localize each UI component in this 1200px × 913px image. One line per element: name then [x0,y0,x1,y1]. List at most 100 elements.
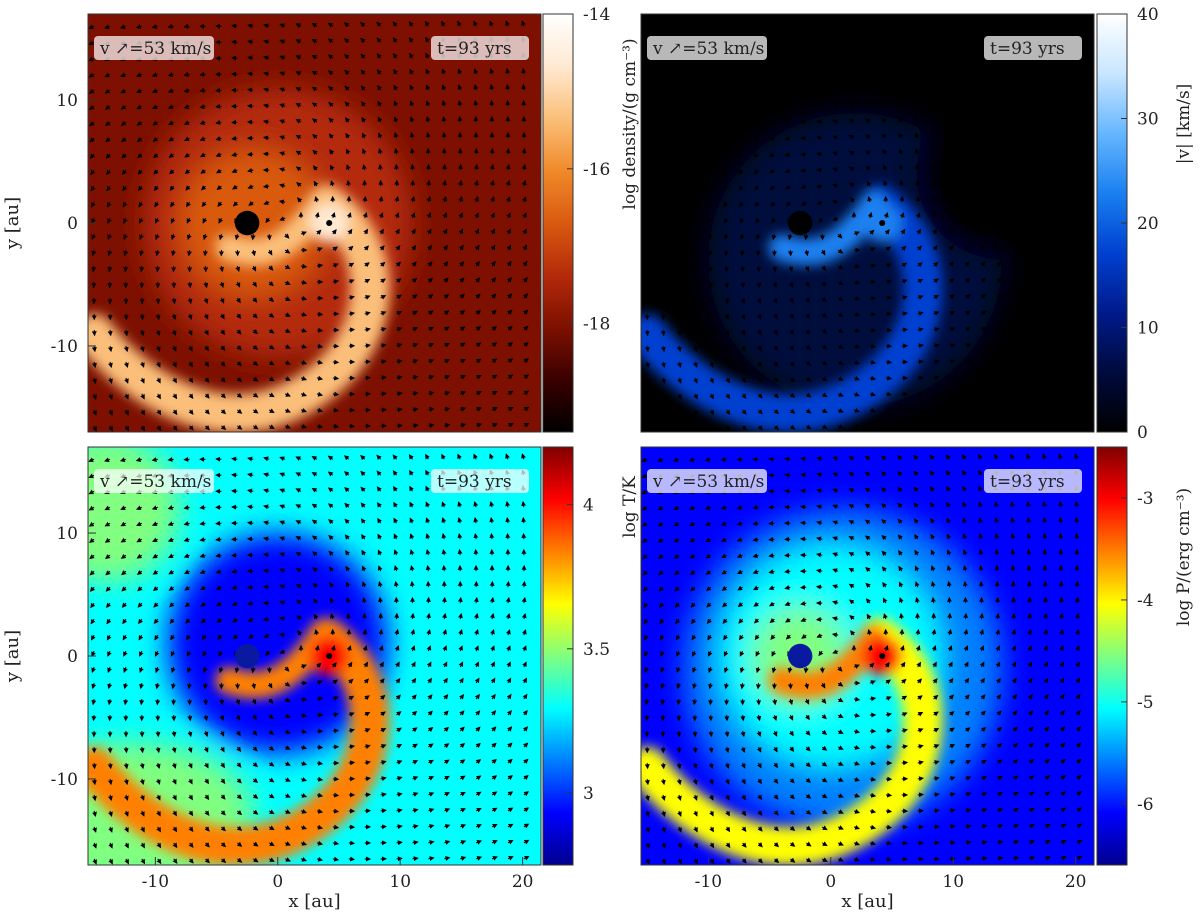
velocity-arrow [107,329,113,337]
velocity-arrow [410,179,416,187]
velocity-arrow [803,234,809,241]
velocity-arrow [108,377,113,384]
velocity-arrow [411,261,417,267]
velocity-arrow [154,201,160,208]
velocity-arrow [284,296,291,301]
velocity-arrow [475,293,481,299]
velocity-arrow [660,762,666,770]
velocity-arrow [963,612,969,620]
panel-top-right: v ↗=53 km/s t=93 yrs 40 30 20 10 0 |v| [km/s] [640,5,1194,443]
velocity-arrow [396,294,402,300]
velocity-arrow [380,343,387,349]
velocity-arrow [296,182,302,188]
velocity-arrow [300,391,308,397]
velocity-arrow [300,279,308,285]
velocity-arrow [316,229,322,235]
velocity-arrow [268,376,275,382]
velocity-arrow [458,244,464,251]
velocity-arrow [236,361,242,367]
velocity-arrow [316,391,324,397]
colorbar-tick-label: 3 [583,784,594,804]
velocity-arrow [139,313,145,321]
velocity-arrow [1074,580,1080,588]
velocity-arrow [644,281,650,289]
velocity-arrow [220,393,226,399]
velocity-arrow [278,199,286,205]
velocity-arrow [300,375,308,381]
velocity-arrow [171,313,177,321]
velocity-arrow [443,310,450,316]
velocity-arrow [332,423,340,429]
velocity-arrow [138,185,144,192]
velocity-arrow [459,293,465,299]
velocity-arrow [140,393,145,400]
y-tick-label: 0 [67,647,78,667]
velocity-arrow [506,244,512,251]
x-tick-label: 20 [512,872,534,892]
velocity-arrow [124,409,129,416]
velocity-arrow [676,746,682,754]
velocity-arrow [347,228,353,235]
velocity-arrow [246,103,254,109]
velocity-arrow [660,329,666,337]
velocity-arrow [123,361,129,368]
velocity-arrow [644,714,650,722]
velocity-arrow [215,168,222,174]
velocity-arrow [332,375,340,381]
velocity-arrow [297,197,303,203]
y-tick-label: 0 [67,214,78,234]
velocity-arrow [201,201,207,208]
panel-bottom-right: v ↗=53 km/s t=93 yrs-10 0 10 20x [au]-3-4-5-… [640,446,1194,912]
velocity-arrow [247,167,254,173]
velocity-arrow [199,71,206,77]
velocity-arrow [136,120,143,126]
velocity-arrow [199,136,206,141]
colorbar: -14 -16 -18 log density/(g cm⁻³) [542,5,640,433]
velocity-arrow [522,212,527,219]
velocity-arrow [345,164,351,171]
velocity-legend-text: v ↗=53 km/s [99,472,211,492]
velocity-arrow [231,472,238,478]
velocity-arrow [458,212,464,219]
velocity-arrow [507,342,513,348]
velocity-arrow [89,137,95,143]
y-axis-label: y [au] [2,630,23,683]
colorbar-label: log T/K [620,476,640,538]
y-tick-label: 10 [56,524,78,544]
velocity-arrow [203,329,209,336]
velocity-arrow [108,393,113,400]
velocity-arrow [394,212,400,219]
velocity-arrow [152,153,159,159]
velocity-arrow [491,325,497,332]
velocity-arrow [155,249,160,257]
velocity-arrow [362,212,368,219]
velocity-arrow [379,245,385,251]
velocity-arrow [202,233,208,241]
velocity-arrow [312,149,318,155]
velocity-arrow [250,667,256,674]
velocity-arrow [235,297,241,304]
velocity-arrow [377,163,383,171]
sink-companion [879,219,886,227]
velocity-arrow [444,375,451,380]
velocity-arrow [475,391,482,396]
velocity-arrow [362,195,368,203]
velocity-arrow [156,409,162,416]
velocity-arrow [396,327,403,332]
velocity-arrow [236,392,243,398]
velocity-arrow [521,83,527,91]
velocity-arrows [88,20,530,432]
x-axis-label: x [au] [841,891,893,912]
velocity-arrow [91,714,97,722]
velocity-arrow [139,233,144,241]
velocity-arrow [901,840,909,846]
velocity-arrow [187,281,193,289]
velocity-arrow [199,120,206,125]
velocity-arrow [252,344,259,351]
velocity-arrow [800,87,807,93]
velocity-arrow [139,329,145,337]
velocity-arrow [933,375,940,381]
velocity-arrow [262,584,270,590]
velocity-arrow [92,377,97,385]
sink-star [234,643,260,669]
